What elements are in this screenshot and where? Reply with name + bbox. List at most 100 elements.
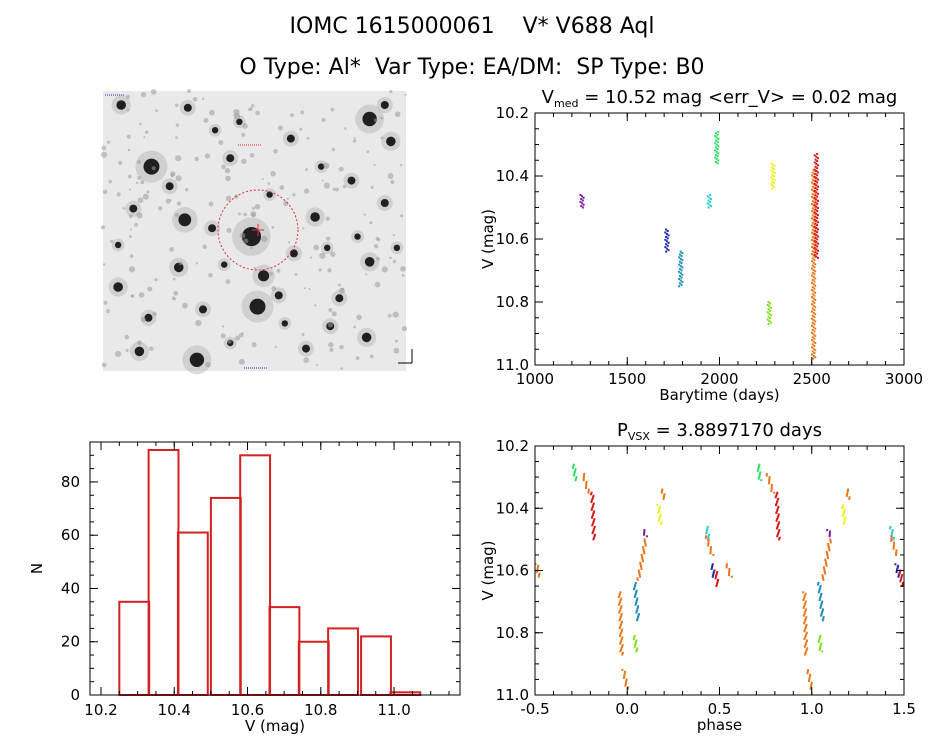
data-point	[812, 276, 815, 279]
data-point	[811, 257, 814, 260]
data-point	[591, 522, 594, 525]
faint-star	[165, 198, 171, 204]
faint-star	[151, 166, 156, 171]
data-point	[725, 563, 728, 566]
faint-star	[195, 319, 202, 327]
data-point	[811, 235, 814, 238]
data-point	[815, 234, 818, 237]
data-point	[890, 539, 893, 542]
faint-star	[365, 273, 368, 276]
data-point	[765, 474, 768, 477]
data-point	[810, 331, 813, 334]
y-axis-label: V (mag)	[479, 540, 497, 600]
data-point	[678, 278, 681, 281]
data-point	[707, 536, 710, 539]
faint-star	[155, 109, 158, 113]
data-point	[620, 630, 623, 633]
data-point	[681, 259, 684, 262]
data-point	[536, 567, 539, 570]
faint-star	[277, 125, 283, 131]
data-point	[813, 309, 816, 312]
faint-star	[299, 127, 303, 131]
faint-star	[369, 221, 373, 225]
data-point	[635, 591, 638, 594]
data-point	[680, 262, 683, 265]
data-point	[715, 583, 718, 586]
data-point	[582, 477, 585, 480]
data-point	[813, 161, 816, 164]
faint-star	[136, 340, 142, 346]
data-point	[769, 321, 772, 324]
faint-star	[187, 89, 191, 93]
data-point	[816, 249, 819, 252]
data-point	[828, 535, 831, 538]
star	[114, 241, 122, 249]
star	[354, 233, 361, 240]
data-point	[810, 231, 813, 234]
data-point	[679, 257, 682, 260]
data-point	[725, 566, 728, 569]
data-point	[716, 155, 719, 158]
data-point	[770, 490, 773, 493]
histogram-bar	[327, 627, 359, 697]
data-point	[814, 158, 817, 161]
faint-star	[221, 164, 226, 170]
faint-star	[379, 116, 383, 120]
data-point	[814, 298, 817, 301]
data-point	[591, 515, 594, 518]
faint-star	[363, 213, 366, 216]
figure-title-line2: O Type: Al* Var Type: EA/DM: SP Type: B0	[239, 55, 705, 80]
data-point	[580, 205, 583, 208]
data-point	[898, 571, 901, 574]
data-point	[717, 130, 720, 133]
faint-star	[136, 212, 143, 219]
data-point	[639, 561, 642, 564]
data-point	[814, 251, 817, 254]
data-point	[706, 529, 709, 532]
data-point	[890, 535, 893, 538]
faint-star	[303, 287, 306, 290]
faint-star	[251, 103, 255, 108]
faint-star	[208, 201, 214, 207]
data-point	[707, 535, 710, 538]
data-point	[824, 561, 827, 564]
faint-star	[234, 335, 241, 341]
faint-star	[353, 137, 356, 140]
histogram-bar	[147, 448, 180, 696]
data-point	[810, 188, 813, 191]
data-point	[756, 469, 759, 472]
faint-star	[326, 236, 331, 241]
data-point	[587, 491, 590, 494]
faint-star	[102, 189, 108, 195]
data-point	[665, 232, 668, 235]
data-point	[773, 165, 776, 168]
data-point	[814, 205, 817, 208]
data-point	[678, 267, 681, 270]
faint-star	[225, 195, 232, 202]
data-point	[619, 616, 622, 619]
data-point	[678, 263, 681, 266]
faint-star	[292, 193, 296, 197]
data-point	[814, 341, 817, 344]
y-tick-label: 0	[70, 686, 80, 704]
data-point	[898, 572, 901, 575]
data-point	[889, 525, 892, 528]
data-point	[635, 602, 638, 605]
faint-star	[106, 309, 111, 314]
data-point	[715, 572, 718, 575]
data-point	[811, 350, 814, 353]
faint-star	[138, 292, 145, 298]
data-point	[592, 538, 595, 541]
data-point	[819, 606, 822, 609]
data-point	[591, 532, 594, 535]
data-point	[711, 563, 714, 566]
data-point	[591, 505, 594, 508]
data-point	[813, 204, 816, 207]
data-point	[715, 158, 718, 161]
faint-star	[352, 139, 357, 143]
faint-star	[394, 111, 401, 118]
lc-title-rest: = 10.52 mag <err_V> = 0.02 mag	[578, 87, 897, 108]
faint-star	[192, 96, 198, 102]
data-point	[814, 320, 817, 323]
data-point	[806, 647, 809, 650]
